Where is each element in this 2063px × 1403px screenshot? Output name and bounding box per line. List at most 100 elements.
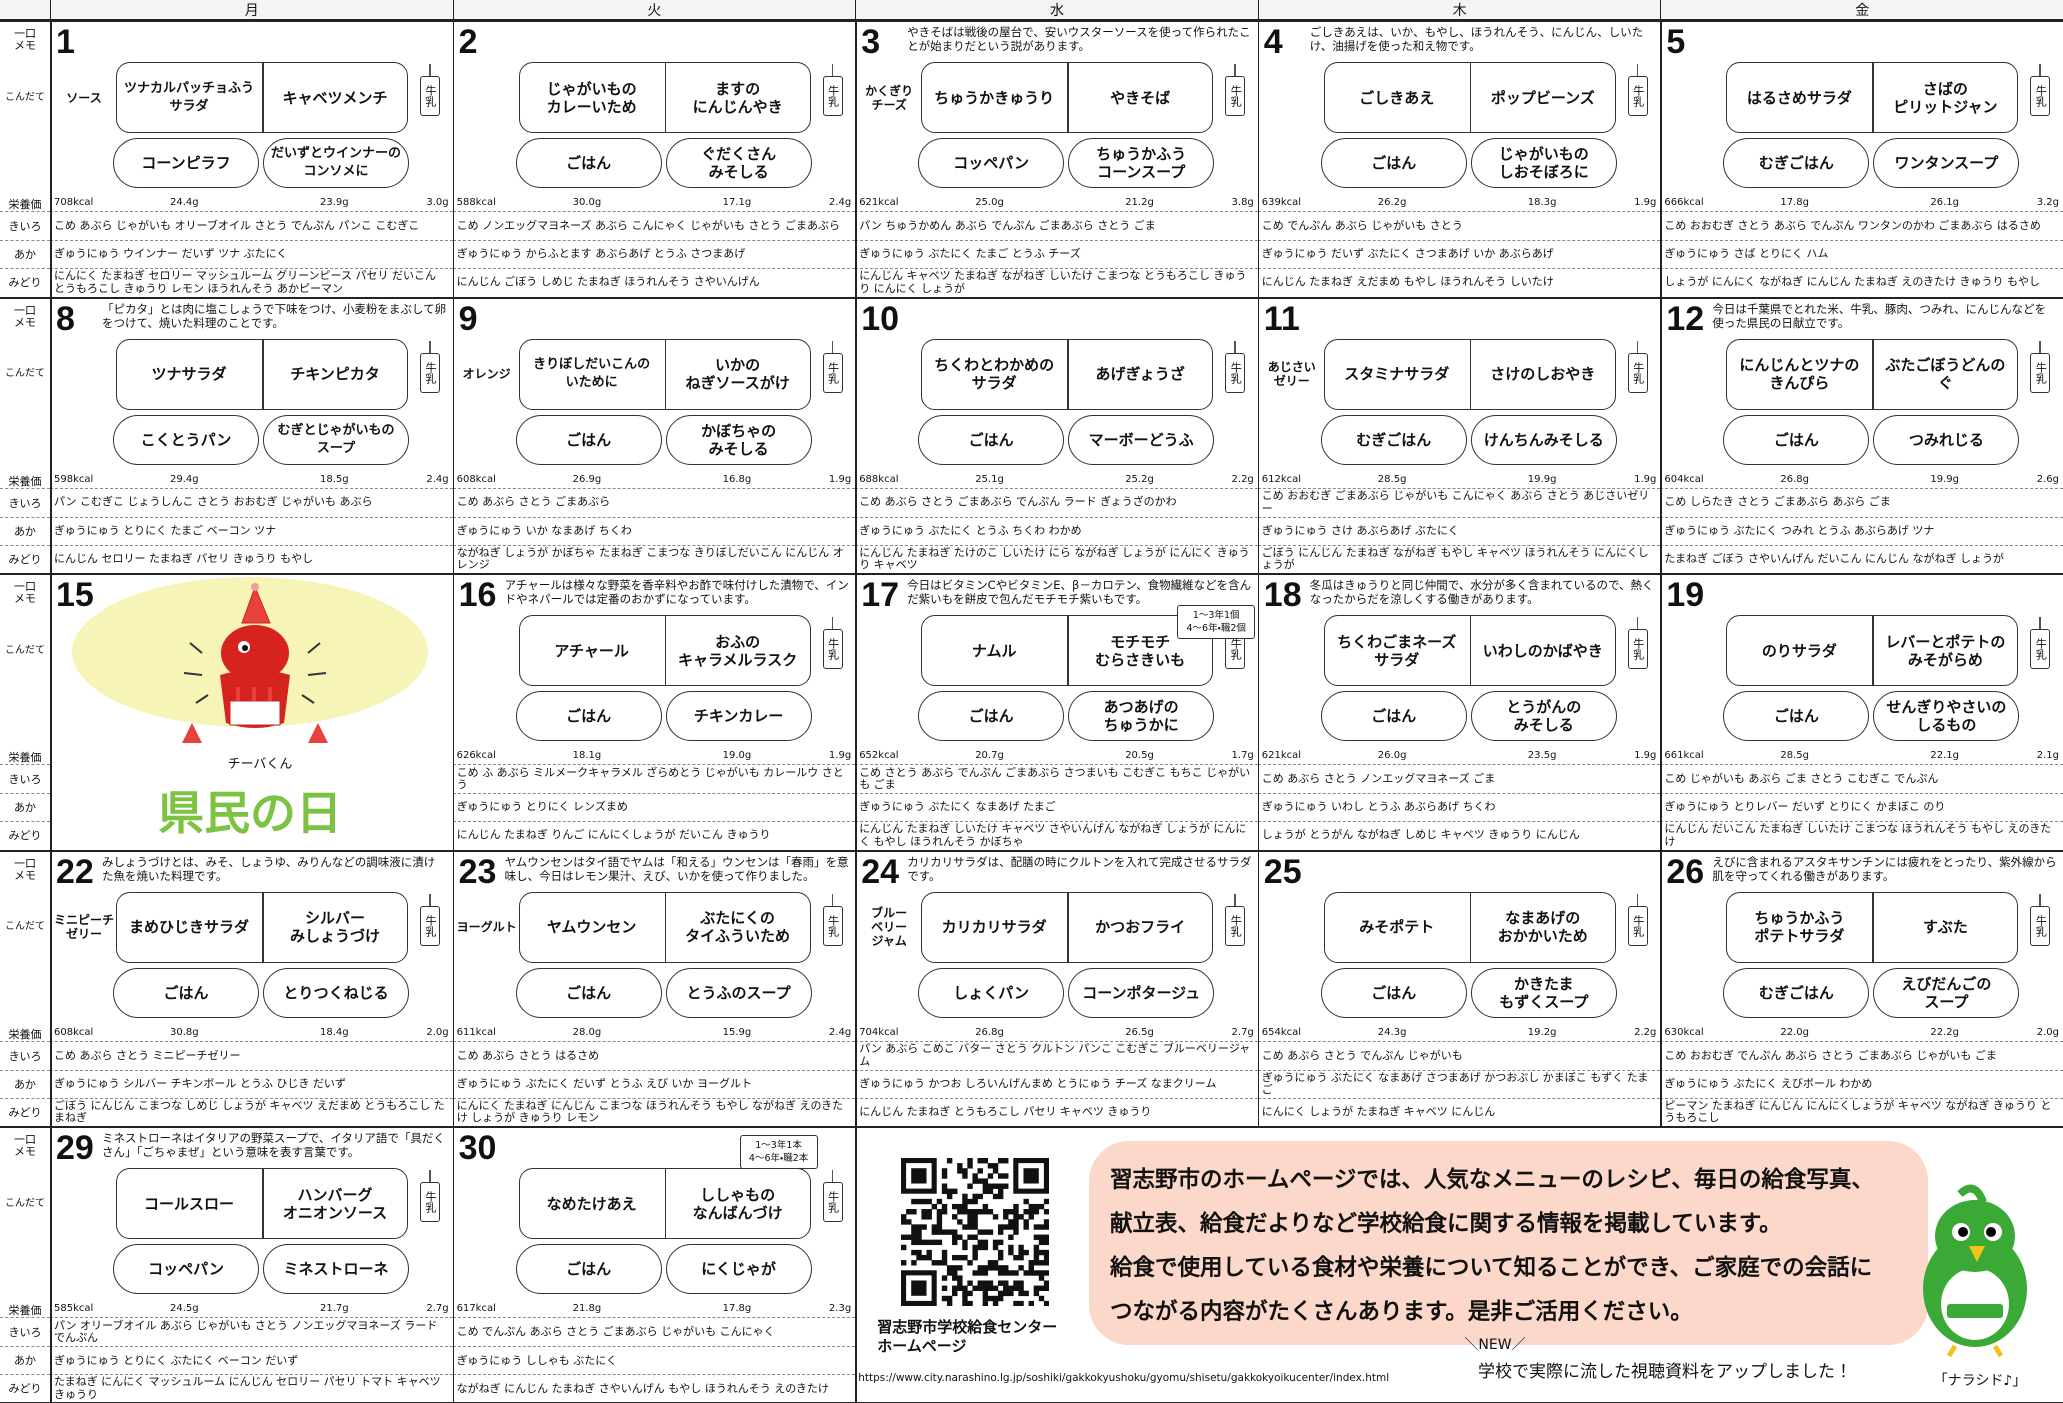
row-label: 一口 メモ [14, 303, 36, 329]
row-rule [0, 793, 50, 795]
milk: 牛乳 [822, 629, 843, 670]
row-rule [1660, 764, 2063, 766]
protein: 26.2g [1377, 197, 1407, 208]
row-rule [855, 240, 1258, 241]
row-rule [452, 1317, 856, 1319]
fat: 22.2g [1930, 1026, 1960, 1038]
main-dish: きりぼしだいこんの いために [533, 357, 651, 391]
new-label: ＼NEW／ [1464, 1337, 1526, 1353]
salt: 3.2g [2036, 197, 2059, 208]
column-border [855, 296, 857, 574]
row-rule [855, 211, 1258, 212]
fat: 23.9g [320, 197, 349, 208]
row-rule [0, 1374, 50, 1376]
row-label: 一口 メモ [14, 856, 36, 882]
row-rule [1660, 821, 2063, 823]
row-label: みどり [8, 1382, 42, 1396]
row-rule [452, 487, 856, 489]
row-rule [1257, 544, 1661, 546]
yellow-foods: こめ あぶら さとう はるさめ [456, 1048, 600, 1062]
column-border [50, 296, 52, 574]
yellow-foods: パン こむぎこ じょうしんこ さとう おおむぎ じゃがいも あぶら [54, 495, 373, 509]
sub-dish: とりつくねじる [263, 967, 409, 1018]
yellow-foods: こめ でんぷん あぶら さとう ごまあぶら じゃがいも こんにゃく [456, 1325, 775, 1339]
date-number: 1 [56, 23, 75, 61]
date-number: 9 [458, 299, 478, 338]
red-foods: ぎゅうにゅう ぶたにく なまあげ さつまあげ かつおぶし かまぼこ もずく たま… [1261, 1070, 1649, 1097]
salt: 2.7g [1231, 1026, 1254, 1038]
row-label: みどり [8, 552, 42, 566]
fat: 17.1g [722, 197, 752, 208]
main-dish: ちゅうかきゅうり [934, 88, 1055, 107]
protein: 24.4g [170, 197, 199, 208]
red-foods: ぎゅうにゅう ぶたにく とうふ ちくわ わかめ [859, 523, 1082, 537]
sub-dish: ごはん [1723, 691, 1870, 742]
day-header: 月 [50, 0, 453, 20]
main-dish: かつおフライ [1095, 918, 1186, 937]
red-foods: ぎゅうにゅう ウインナー だいず ツナ ぶたにく [54, 247, 288, 261]
milk: 牛乳 [1627, 629, 1648, 670]
divider [1469, 338, 1472, 410]
divider [262, 338, 264, 410]
week-border [0, 849, 2063, 852]
row-rule [452, 544, 856, 546]
milk-string [1234, 64, 1236, 76]
divider [1067, 615, 1069, 687]
sub-dish: ごはん [1320, 967, 1467, 1018]
green-foods: にんじん たまねぎ りんご にんにくしょうが だいこん きゅうり [456, 828, 771, 842]
sub-dish: せんぎりやさいの しるもの [1873, 691, 2020, 742]
mascot-label: 「ナラシド♪」 [1933, 1373, 2027, 1389]
row-label: こんだて [5, 91, 45, 103]
row-rule [1257, 240, 1661, 241]
divider [1067, 338, 1069, 410]
fat: 19.9g [1930, 473, 1960, 485]
row-rule [1257, 211, 1661, 212]
date-number: 30 [458, 1129, 497, 1168]
row-rule [1660, 544, 2063, 546]
fat: 20.5g [1125, 750, 1154, 762]
green-foods: にんじん キャベツ たまねぎ ながねぎ しいたけ こまつな とうもろこし きゅう… [859, 269, 1247, 295]
main-dish: すぶた [1923, 918, 1968, 937]
row-rule [0, 1317, 50, 1319]
divider [262, 1168, 264, 1240]
energy: 598kcal [54, 473, 94, 485]
main-dish: ポップビーンズ [1490, 88, 1595, 107]
column-border [1257, 296, 1260, 574]
red-foods: ぎゅうにゅう ぶたにく つみれ とうふ あぶらあげ ツナ [1664, 523, 1935, 537]
main-dish: ツナカルパッチョふう サラダ [123, 80, 254, 114]
protein: 26.8g [975, 1026, 1004, 1038]
column-border [50, 573, 52, 850]
yellow-foods: こめ あぶら さとう ノンエッグマヨネーズ ごま [1261, 771, 1496, 785]
protein: 20.7g [975, 750, 1004, 762]
green-foods: ながねぎ しょうが かぼちゃ たまねぎ こまつな きりぼしだいこん にんじん オ… [456, 545, 844, 572]
energy: 652kcal [859, 750, 899, 762]
side-dish: ミニピーチ ゼリー [53, 913, 114, 942]
sub-dish: むぎとじゃがいもの スープ [263, 414, 409, 465]
memo: みしょうづけとは、みそ、しょうゆ、みりんなどの調味液に漬けた魚を焼いた料理です。 [102, 854, 436, 883]
fat: 23.5g [1527, 750, 1557, 762]
main-dish: やきそば [1110, 88, 1171, 107]
row-rule [1257, 516, 1661, 518]
green-foods: にんじん だいこん たまねぎ しいたけ こまつな ほうれんそう もやし えのきた… [1664, 822, 2052, 848]
salt: 1.9g [1634, 750, 1657, 762]
row-label: 栄養価 [8, 474, 42, 488]
milk-string [2039, 617, 2041, 630]
energy: 666kcal [1664, 197, 1704, 208]
message-line: つながる内容がたくさんあります。是非ご活用ください。 [1110, 1299, 1693, 1325]
salt: 1.7g [1231, 750, 1254, 762]
row-label: きいろ [8, 1326, 42, 1340]
main-dish: アチャール [554, 641, 629, 660]
row-rule [855, 487, 1258, 489]
sub-dish: ごはん [1723, 414, 1870, 465]
week-border [0, 20, 2063, 22]
row-rule [1257, 268, 1661, 269]
row-rule [1660, 211, 2063, 212]
milk: 牛乳 [420, 352, 440, 393]
milk-string [831, 64, 834, 76]
main-dish: さけのしおやき [1490, 365, 1596, 384]
green-foods: しょうが にんにく ながねぎ にんじん たまねぎ えのきたけ きゅうり もやし [1664, 275, 2040, 289]
row-rule [0, 268, 50, 269]
fat: 18.3g [1527, 197, 1557, 208]
memo: アチャールは様々な野菜を香辛料やお酢で味付けした漬物で、インドやネパールでは定番… [504, 578, 849, 607]
